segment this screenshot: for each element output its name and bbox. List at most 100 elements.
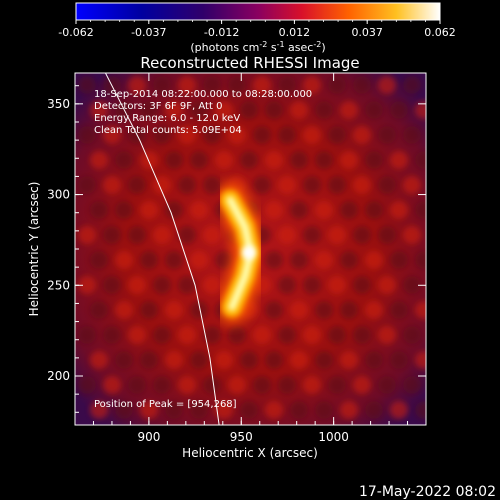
ripple-blob: [128, 226, 146, 244]
ripple-blob: [190, 301, 208, 319]
ripple-blob: [115, 401, 133, 419]
ripple-blob: [415, 351, 426, 369]
ripple-blob: [203, 76, 221, 94]
ripple-blob: [190, 351, 208, 369]
ripple-blob: [253, 176, 271, 194]
ripple-blob: [78, 76, 96, 94]
x-axis: 900 950 1000: [92, 73, 409, 444]
ripple-blob: [415, 101, 426, 119]
ripple-blob: [403, 126, 421, 144]
ripple-blob: [153, 376, 171, 394]
ripple-blob: [103, 126, 121, 144]
ripple-blob: [140, 201, 158, 219]
ripple-blob: [140, 251, 158, 269]
ripple-blob: [265, 251, 283, 269]
ripple-blob: [290, 201, 308, 219]
ripple-blob: [140, 401, 158, 419]
ripple-blob: [265, 351, 283, 369]
ripple-blob: [315, 351, 333, 369]
ripple-blob: [328, 276, 346, 294]
heatmap-image: [75, 73, 426, 425]
ripple-blob: [353, 376, 371, 394]
ripple-blob: [390, 101, 408, 119]
y-tick-label: 250: [47, 278, 70, 292]
ripple-blob: [365, 351, 383, 369]
x-tick-label: 900: [137, 430, 160, 444]
annotation-line: 18-Sep-2014 08:22:00.000 to 08:28:00.000: [94, 89, 312, 100]
ripple-blob: [290, 101, 308, 119]
ripple-blob: [190, 401, 208, 419]
ripple-blob: [165, 251, 183, 269]
ripple-blob: [165, 151, 183, 169]
ripple-blob: [178, 276, 196, 294]
ripple-blob: [290, 351, 308, 369]
ripple-blob: [103, 226, 121, 244]
ripple-blob: [128, 376, 146, 394]
ripple-blob: [378, 176, 396, 194]
ripple-blob: [278, 326, 296, 344]
colorbar-tick-label: -0.062: [58, 26, 93, 39]
y-tick-label: 200: [47, 369, 70, 383]
ripple-blob: [340, 151, 358, 169]
x-tick-label: 950: [230, 430, 253, 444]
solar-limb-line: [104, 73, 220, 425]
ripple-blob: [315, 201, 333, 219]
ripple-blob: [90, 101, 108, 119]
ripple-blob: [240, 351, 258, 369]
ripple-blob: [228, 376, 246, 394]
ripple-blob: [240, 401, 258, 419]
ripple-blob: [78, 376, 96, 394]
x-tick-label: 1000: [318, 430, 349, 444]
ripple-blob: [178, 326, 196, 344]
ripple-blob: [315, 101, 333, 119]
ripple-blob: [190, 201, 208, 219]
ripple-blob: [78, 126, 96, 144]
ripple-blob: [153, 126, 171, 144]
ripple-blob: [203, 126, 221, 144]
ripple-blob: [303, 76, 321, 94]
ripple-blob: [153, 226, 171, 244]
ripple-blob: [115, 351, 133, 369]
ripple-blob: [265, 101, 283, 119]
ripple-blob: [365, 251, 383, 269]
ripple-blob: [353, 76, 371, 94]
ripple-blob: [378, 226, 396, 244]
ripple-blob: [403, 226, 421, 244]
ripple-blob: [228, 326, 246, 344]
ripple-blob: [340, 301, 358, 319]
colorbar-unit-label: (photons cm-2 s-1 asec-2): [190, 40, 325, 54]
colorbar-tick-label: 0.062: [424, 26, 456, 39]
ripple-blob: [90, 351, 108, 369]
ripple-blob: [203, 276, 221, 294]
footer-date: 17-May-2022 08:02: [359, 484, 496, 500]
ripple-blob: [178, 226, 196, 244]
ripple-blob: [165, 401, 183, 419]
ripple-blob: [190, 251, 208, 269]
ripple-blob: [390, 301, 408, 319]
ripple-blob: [165, 301, 183, 319]
ripple-blob: [315, 401, 333, 419]
ripple-blob: [378, 376, 396, 394]
ripple-blob: [90, 251, 108, 269]
ripple-blob: [328, 76, 346, 94]
ripple-blob: [253, 326, 271, 344]
ripple-blob: [265, 401, 283, 419]
ripple-blob: [78, 226, 96, 244]
peak-position-text: Position of Peak = [954,268]: [94, 399, 237, 410]
ripple-blob: [115, 251, 133, 269]
ripple-blob: [103, 276, 121, 294]
ripple-blob: [165, 351, 183, 369]
ripple-blob: [390, 151, 408, 169]
ripple-blob: [165, 101, 183, 119]
ripple-blob: [140, 301, 158, 319]
ripple-blob: [203, 376, 221, 394]
annotation-block: 18-Sep-2014 08:22:00.000 to 08:28:00.000…: [94, 89, 312, 136]
ripple-blob: [128, 276, 146, 294]
ripple-blob: [253, 376, 271, 394]
ripple-blob: [90, 151, 108, 169]
ripple-blob: [328, 126, 346, 144]
ripple-blob: [353, 126, 371, 144]
ripple-blob: [415, 401, 426, 419]
y-tick-label: 350: [47, 97, 70, 111]
ripple-blob: [340, 351, 358, 369]
